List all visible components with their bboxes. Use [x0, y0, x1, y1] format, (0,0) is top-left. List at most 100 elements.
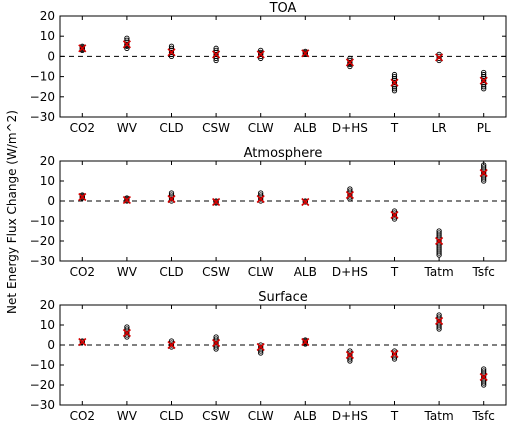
mean-marker [167, 48, 176, 57]
y-tick-label: 10 [40, 318, 55, 332]
x-tick-label: CLD [159, 265, 183, 279]
y-tick-label: 20 [40, 154, 55, 168]
mean-marker [212, 50, 221, 59]
mean-marker [435, 316, 444, 326]
data-point [258, 50, 264, 57]
data-point [213, 45, 219, 51]
data-point [168, 192, 175, 198]
data-point [481, 164, 487, 170]
y-tick-label: 20 [40, 9, 55, 23]
panel-title: TOA [269, 1, 297, 16]
mean-marker [390, 78, 399, 87]
x-tick-label: PL [477, 121, 491, 135]
data-point [347, 186, 353, 192]
data-point [391, 73, 398, 80]
data-point [168, 338, 175, 344]
x-tick-label: T [390, 265, 399, 279]
data-point [213, 336, 219, 342]
data-point [124, 37, 130, 43]
plot-frame [59, 160, 507, 262]
mean-marker [256, 50, 265, 59]
y-tick-label: −20 [30, 234, 55, 248]
y-tick-label: −30 [30, 398, 55, 412]
x-tick-label: CSW [202, 265, 230, 279]
data-point [213, 47, 219, 53]
data-point [347, 60, 353, 67]
mean-marker [122, 40, 131, 49]
y-tick-label: −20 [30, 378, 55, 392]
mean-marker [256, 342, 265, 352]
data-point [481, 368, 487, 374]
data-point [391, 208, 398, 214]
x-tick-label: CO2 [70, 121, 95, 135]
x-tick-label: CLD [159, 409, 183, 421]
panel-title: Surface [258, 290, 308, 305]
data-point [124, 324, 130, 330]
data-point [168, 190, 175, 196]
data-point [213, 198, 219, 204]
mean-marker [122, 328, 131, 338]
mean-marker [390, 210, 399, 220]
y-axis-label: Net Energy Flux Change (W/m^2) [5, 110, 19, 314]
data-point [168, 45, 175, 51]
x-tick-label: T [390, 121, 399, 135]
y-tick-label: 0 [47, 49, 55, 63]
mean-marker [479, 168, 488, 178]
x-tick-label: ALB [294, 121, 317, 135]
x-tick-label: Tsfc [471, 409, 494, 421]
y-tick-label: −10 [30, 70, 55, 84]
y-tick-label: 0 [47, 338, 55, 352]
mean-marker [122, 195, 131, 205]
data-point [124, 42, 130, 48]
data-point [391, 350, 398, 356]
x-tick-label: Tsfc [471, 265, 494, 279]
x-tick-label: CO2 [70, 265, 95, 279]
x-tick-label: CLD [159, 121, 183, 135]
panel-title: Atmosphere [244, 146, 323, 161]
x-tick-label: Tatm [424, 265, 454, 279]
mean-marker [167, 340, 176, 350]
x-tick-label: WV [117, 121, 138, 135]
mean-marker [345, 190, 354, 200]
x-tick-label: WV [117, 409, 138, 421]
x-tick-label: WV [117, 265, 138, 279]
plot-frame [59, 304, 507, 406]
data-point [436, 53, 442, 60]
y-tick-label: −10 [30, 358, 55, 372]
data-point [168, 43, 175, 49]
x-tick-label: D+HS [332, 265, 368, 279]
data-point [347, 188, 353, 194]
data-point [436, 314, 442, 320]
mean-marker [479, 372, 488, 382]
mean-marker [78, 337, 87, 347]
data-point [391, 71, 398, 78]
data-point [79, 338, 85, 344]
x-tick-label: CO2 [70, 409, 95, 421]
mean-marker [78, 44, 87, 53]
data-point [436, 230, 442, 236]
y-tick-label: −20 [30, 90, 55, 104]
y-tick-label: −10 [30, 214, 55, 228]
data-point [258, 190, 264, 196]
x-tick-label: CLW [248, 121, 274, 135]
x-tick-label: CSW [202, 121, 230, 135]
mean-marker [301, 49, 310, 58]
mean-marker [345, 350, 354, 360]
x-tick-label: CSW [202, 409, 230, 421]
data-point [481, 162, 487, 168]
mean-marker [435, 53, 444, 62]
x-tick-label: ALB [294, 409, 317, 421]
x-tick-label: D+HS [332, 409, 368, 421]
data-point [436, 228, 442, 234]
x-tick-label: T [390, 409, 399, 421]
mean-marker [301, 337, 310, 347]
data-point [436, 312, 442, 318]
mean-marker [435, 236, 444, 246]
mean-marker [479, 76, 488, 85]
data-point [258, 192, 264, 198]
mean-marker [167, 194, 176, 204]
x-tick-label: CLW [248, 265, 274, 279]
y-tick-label: 10 [40, 29, 55, 43]
mean-marker [301, 197, 310, 207]
